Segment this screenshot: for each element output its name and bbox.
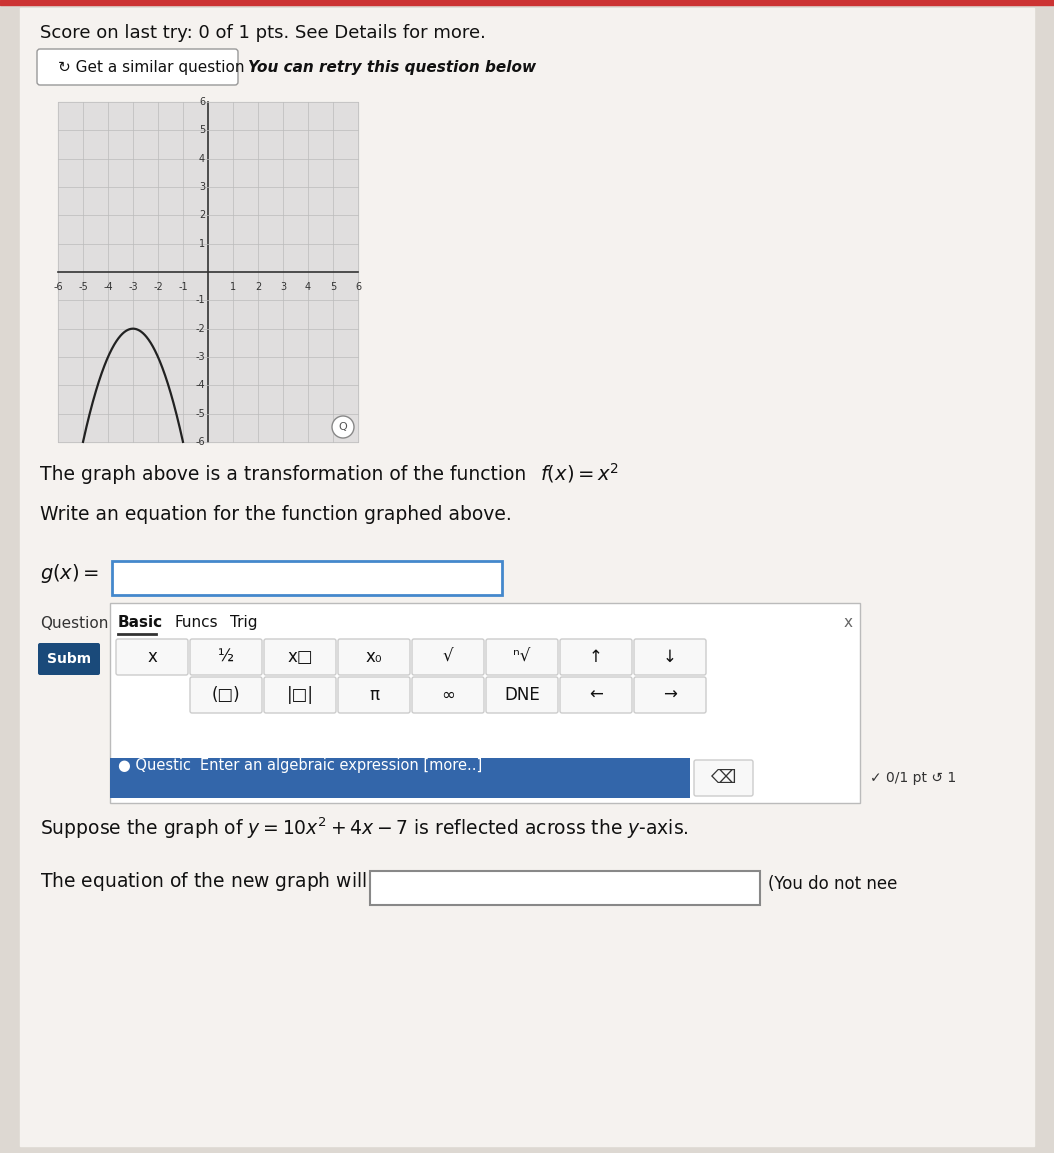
Text: 6: 6 xyxy=(199,97,204,107)
Text: ⁿ√: ⁿ√ xyxy=(513,648,530,666)
Text: 2: 2 xyxy=(255,282,261,292)
Bar xyxy=(110,758,690,798)
FancyBboxPatch shape xyxy=(264,677,336,713)
Text: -1: -1 xyxy=(178,282,188,292)
Text: -1: -1 xyxy=(195,295,204,306)
Text: -6: -6 xyxy=(53,282,63,292)
FancyBboxPatch shape xyxy=(486,677,558,713)
Text: Enter an algebraic expression [more..]: Enter an algebraic expression [more..] xyxy=(200,758,483,773)
Text: $g(x) =$: $g(x) =$ xyxy=(40,562,99,585)
Text: -2: -2 xyxy=(195,324,204,333)
Text: x□: x□ xyxy=(287,648,313,666)
Text: Funcs: Funcs xyxy=(175,615,218,630)
Text: Score on last try: 0 of 1 pts. See Details for more.: Score on last try: 0 of 1 pts. See Detai… xyxy=(40,24,486,42)
FancyBboxPatch shape xyxy=(190,639,262,675)
Text: -5: -5 xyxy=(195,408,204,419)
Text: Write an equation for the function graphed above.: Write an equation for the function graph… xyxy=(40,505,512,523)
Text: DNE: DNE xyxy=(504,686,540,704)
FancyBboxPatch shape xyxy=(560,677,632,713)
FancyBboxPatch shape xyxy=(412,639,484,675)
Text: Suppose the graph of $y = 10x^2 + 4x - 7$ is reflected across the $y$-axis.: Suppose the graph of $y = 10x^2 + 4x - 7… xyxy=(40,815,689,841)
Text: ↑: ↑ xyxy=(589,648,603,666)
Text: -3: -3 xyxy=(195,352,204,362)
Text: x: x xyxy=(148,648,157,666)
FancyBboxPatch shape xyxy=(560,639,632,675)
Bar xyxy=(370,871,760,905)
Text: $f(x) = x^2$: $f(x) = x^2$ xyxy=(540,461,620,484)
Text: 3: 3 xyxy=(199,182,204,193)
Text: Question: Question xyxy=(40,616,109,631)
Text: -3: -3 xyxy=(129,282,138,292)
Text: Q: Q xyxy=(338,422,348,432)
Text: ⌫: ⌫ xyxy=(710,769,736,787)
Text: The equation of the new graph will be $y =$: The equation of the new graph will be $y… xyxy=(40,871,432,894)
Text: ∞: ∞ xyxy=(441,686,455,704)
Circle shape xyxy=(332,416,354,438)
Bar xyxy=(58,101,358,442)
Text: 3: 3 xyxy=(280,282,286,292)
Text: ✓ 0/1 pt ↺ 1: ✓ 0/1 pt ↺ 1 xyxy=(870,771,956,785)
FancyBboxPatch shape xyxy=(694,760,753,796)
Text: π: π xyxy=(369,686,379,704)
FancyBboxPatch shape xyxy=(412,677,484,713)
FancyBboxPatch shape xyxy=(190,677,262,713)
Text: ↓: ↓ xyxy=(663,648,677,666)
Text: 5: 5 xyxy=(330,282,336,292)
Text: ↻ Get a similar question: ↻ Get a similar question xyxy=(58,60,245,75)
Text: -2: -2 xyxy=(153,282,163,292)
Text: x₀: x₀ xyxy=(366,648,383,666)
Text: |□|: |□| xyxy=(287,686,313,704)
Bar xyxy=(112,562,502,595)
Text: 1: 1 xyxy=(199,239,204,249)
Text: -4: -4 xyxy=(195,380,204,391)
Bar xyxy=(110,603,860,802)
FancyBboxPatch shape xyxy=(486,639,558,675)
Bar xyxy=(0,0,1054,5)
Text: -4: -4 xyxy=(103,282,113,292)
Text: Trig: Trig xyxy=(230,615,257,630)
FancyBboxPatch shape xyxy=(338,677,410,713)
Text: The graph above is a transformation of the function: The graph above is a transformation of t… xyxy=(40,465,526,484)
FancyBboxPatch shape xyxy=(38,643,100,675)
Text: ½: ½ xyxy=(218,648,234,666)
Text: 6: 6 xyxy=(355,282,362,292)
Text: 5: 5 xyxy=(199,126,204,135)
Text: x: x xyxy=(843,615,853,630)
Text: ←: ← xyxy=(589,686,603,704)
Text: You can retry this question below: You can retry this question below xyxy=(248,60,536,75)
FancyBboxPatch shape xyxy=(116,639,188,675)
Text: Subm: Subm xyxy=(47,651,91,666)
Text: -6: -6 xyxy=(195,437,204,447)
Text: 1: 1 xyxy=(230,282,236,292)
Text: √: √ xyxy=(443,648,453,666)
FancyBboxPatch shape xyxy=(635,677,706,713)
Text: ● Questic: ● Questic xyxy=(118,758,191,773)
FancyBboxPatch shape xyxy=(37,48,238,85)
Text: 4: 4 xyxy=(305,282,311,292)
Text: (You do not nee: (You do not nee xyxy=(768,875,897,894)
FancyBboxPatch shape xyxy=(635,639,706,675)
FancyBboxPatch shape xyxy=(264,639,336,675)
Text: 4: 4 xyxy=(199,153,204,164)
Text: Basic: Basic xyxy=(118,615,163,630)
FancyBboxPatch shape xyxy=(338,639,410,675)
Text: (□): (□) xyxy=(212,686,240,704)
Text: -5: -5 xyxy=(78,282,87,292)
Text: 2: 2 xyxy=(199,210,204,220)
Text: →: → xyxy=(663,686,677,704)
